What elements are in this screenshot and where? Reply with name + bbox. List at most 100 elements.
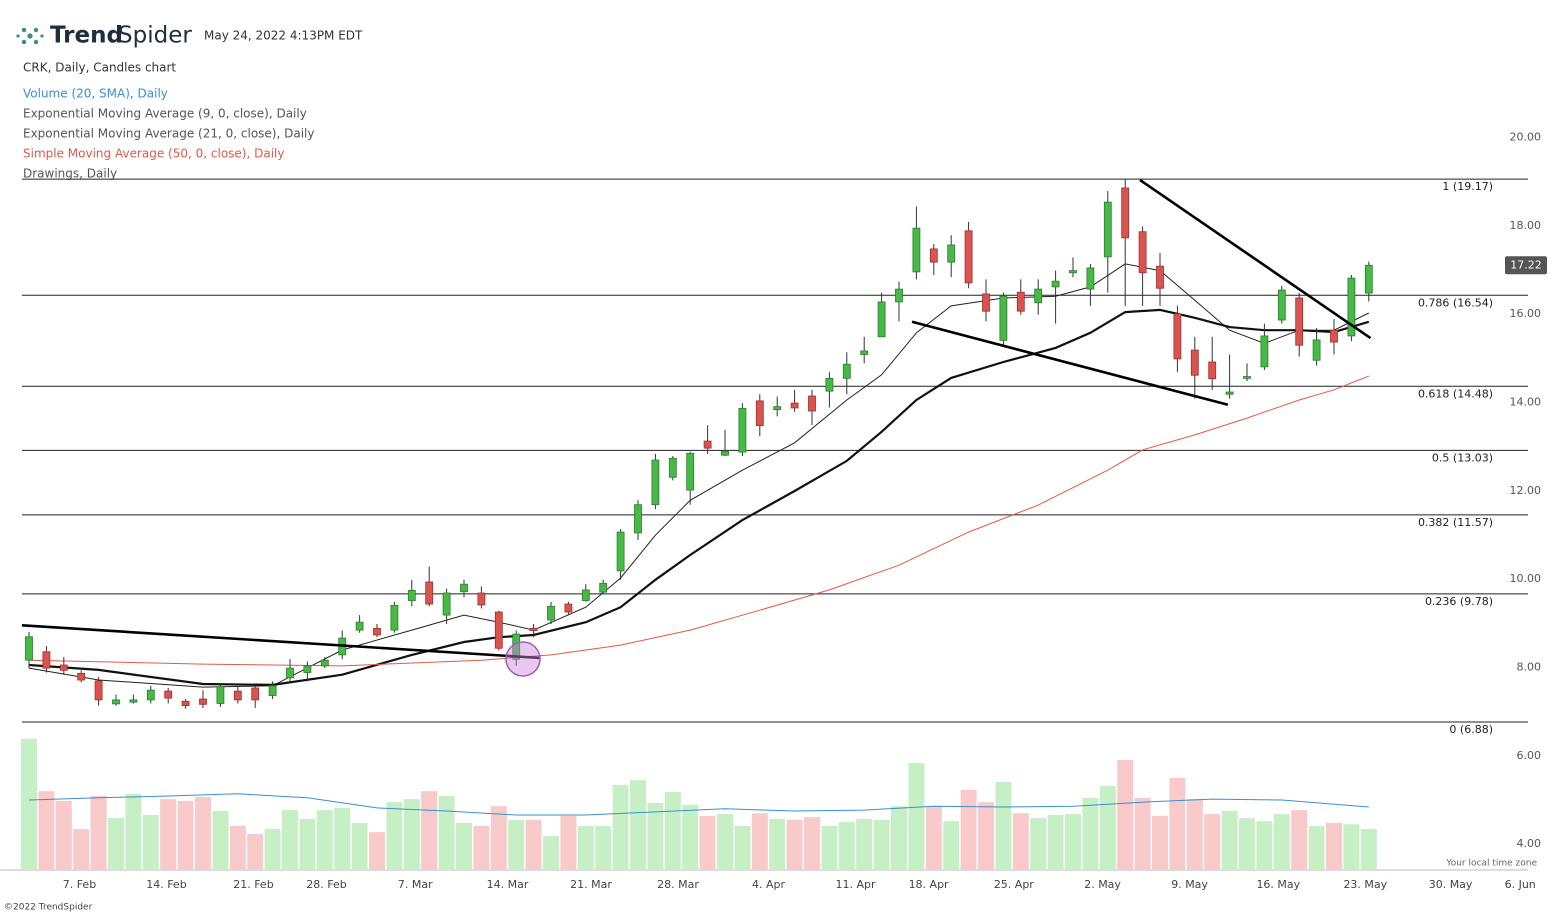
volume-bar [995,781,1012,870]
volume-bar [386,802,403,870]
volume-bar [943,821,960,870]
volume-bar [1360,829,1377,870]
volume-bar [264,829,281,870]
trend-line [1139,178,1372,340]
timestamp: May 24, 2022 4:13PM EDT [204,29,363,43]
volume-bar [1152,815,1168,870]
candle-body [355,621,364,631]
volume-bar [334,807,351,870]
volume-bar [891,806,907,870]
volume-bar [160,799,177,870]
candle-body [999,295,1008,341]
candle-body [1243,376,1251,379]
x-tick-label: 7. Feb [63,878,96,891]
candle-body [442,592,451,616]
x-tick-label: 11. Apr [835,878,875,891]
volume-bar [142,814,159,870]
highlight-circle [505,641,541,677]
candle-body [1208,361,1217,380]
candle-body [808,395,816,412]
volume-bar [125,793,142,870]
y-tick-label: 20.00 [1510,130,1542,143]
moving-average-line [28,263,1370,688]
x-tick-label: 28. Feb [306,878,346,891]
candle-body [842,363,851,379]
candle-body [581,589,590,601]
volume-bar [925,806,942,870]
candle-body [477,592,486,606]
x-tick-label: 14. Feb [146,878,186,891]
volume-bar [1291,810,1308,870]
volume-bar [177,800,194,870]
candle-body [1069,270,1077,274]
volume-bar [490,806,507,870]
x-tick-label: 4. Apr [752,878,785,891]
volume-bar [1239,818,1255,870]
fib-label: 0.786 (16.54) [1418,296,1493,309]
volume-bar [195,796,211,870]
candle-body [860,350,869,355]
volume-bar [38,791,55,870]
candle-body [25,636,33,661]
candle-body [877,301,886,338]
volume-bar [299,818,316,870]
candle-body [668,457,677,478]
candle-body [373,627,381,636]
fib-label: 0.236 (9.78) [1425,595,1493,608]
x-tick-label: 7. Mar [398,878,433,891]
trend-line [911,320,1229,407]
volume-bar [1204,814,1221,870]
volume-bar [682,804,699,870]
volume-bar [316,810,333,870]
volume-bar [647,803,664,870]
candle-body [964,230,973,284]
volume-bar [560,815,577,870]
volume-bar [751,813,768,870]
candle-body [425,581,434,605]
candle-body [929,248,938,263]
volume-bar [543,836,559,870]
trend-line [21,624,541,660]
x-tick-label: 21. Mar [570,878,612,891]
volume-bar [229,825,246,870]
legend-entry: Volume (20, SMA), Daily [23,87,168,101]
volume-bar [1308,825,1325,870]
candle-body [251,687,260,701]
x-tick-label: 18. Apr [909,878,949,891]
candle-body [564,603,573,613]
candle-body [599,582,608,593]
volume-bar [1082,797,1099,870]
candle-body [320,659,329,667]
volume-bar [717,814,733,870]
volume-bar [978,802,994,870]
x-tick-label: 6. Jun [1505,878,1536,891]
candle-body [216,686,225,704]
volume-bar [1343,824,1360,870]
candle-body [825,377,834,392]
fib-label: 0.382 (11.57) [1418,516,1493,529]
volume-bar [960,789,977,870]
volume-bar [769,818,786,870]
candle-body [1225,391,1234,395]
volume-bar [734,825,751,870]
volume-bar [630,780,646,870]
last-price-label: 17.22 [1510,258,1542,271]
volume-bar [1134,797,1151,870]
volume-sma-line [28,793,1369,816]
candle-body [1138,231,1147,274]
volume-bar [369,832,385,870]
moving-average-line [28,375,1369,667]
brand-light: Spider [118,23,192,49]
candle-body [1312,339,1321,361]
candle-body [634,504,642,534]
volume-bar [421,791,438,870]
volume-bar [282,810,298,870]
candle-body [982,293,990,312]
candle-body [529,627,538,631]
candle-body [1051,280,1060,288]
candle-body [494,611,503,649]
volume-bar [1065,814,1081,870]
candle-body [199,698,207,705]
volume-bar [508,819,525,870]
